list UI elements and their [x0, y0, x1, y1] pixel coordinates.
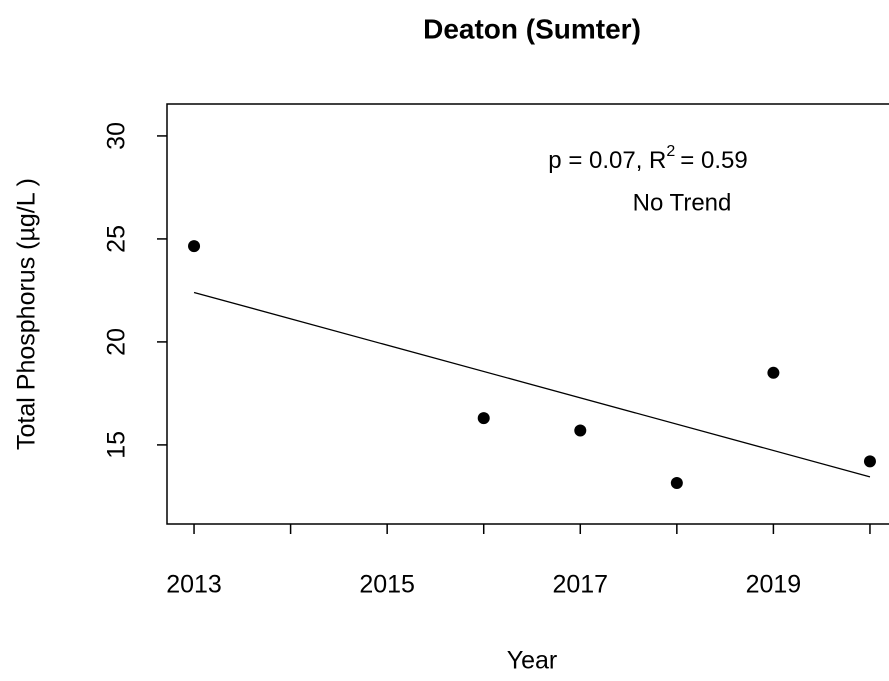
x-tick-label: 2015 — [359, 571, 415, 599]
x-axis-label: Year — [507, 647, 558, 675]
x-tick-label: 2019 — [746, 571, 802, 599]
y-axis-label: Total Phosphorus (µg/L ) — [13, 178, 41, 450]
data-point — [188, 240, 201, 253]
p-value-text: p = 0.07, R — [548, 147, 666, 174]
data-point — [863, 455, 876, 468]
superscript: 2 — [666, 143, 675, 160]
y-tick-label: 30 — [103, 122, 131, 150]
data-point — [767, 366, 780, 379]
chart-title: Deaton (Sumter) — [423, 13, 641, 44]
data-point — [670, 477, 683, 490]
y-tick-label: 20 — [103, 328, 131, 356]
y-tick-label: 25 — [103, 225, 131, 253]
data-point — [574, 424, 587, 437]
x-tick-label: 2017 — [552, 571, 608, 599]
y-tick-label: 15 — [103, 431, 131, 459]
r-squared-text: = 0.59 — [680, 147, 747, 174]
trend-label: No Trend — [633, 189, 732, 216]
plot-frame — [166, 103, 889, 525]
x-tick-label: 2013 — [166, 571, 222, 599]
trend-line — [193, 291, 871, 478]
data-point — [477, 412, 490, 425]
stats-annotation: p = 0.07, R2 = 0.59 — [548, 143, 747, 174]
